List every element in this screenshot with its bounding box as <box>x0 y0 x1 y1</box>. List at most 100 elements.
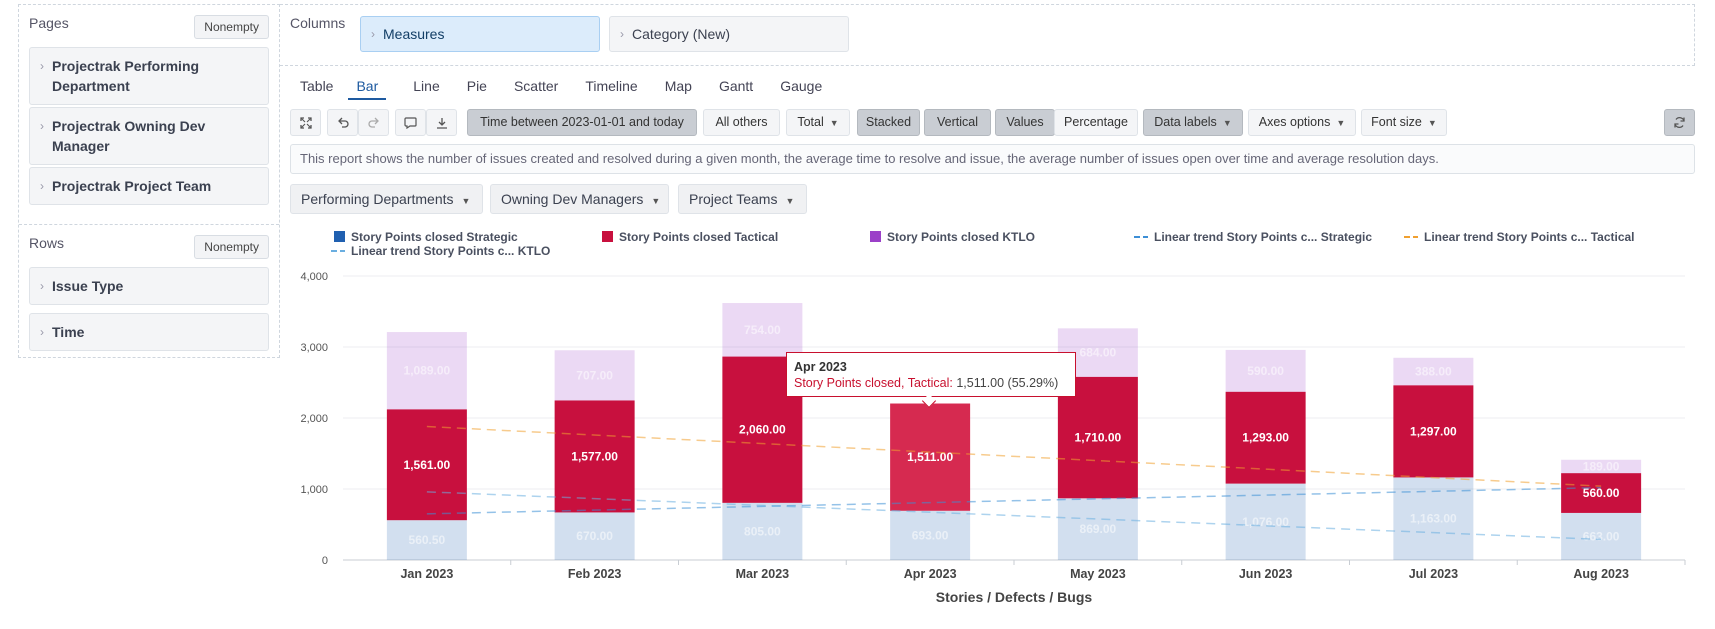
chevron-right-icon: › <box>40 119 44 133</box>
refresh-icon <box>1674 117 1685 129</box>
legend-label: Story Points closed KTLO <box>887 230 1036 244</box>
chevron-down-icon: ▼ <box>1222 118 1232 128</box>
legend-swatch <box>870 231 881 242</box>
dimension-label: Issue Type <box>52 278 124 294</box>
bar-segment <box>1393 385 1474 478</box>
pages-item-performing-department[interactable]: › Projectrak Performing Department <box>29 47 269 105</box>
tab-bar[interactable]: Bar <box>348 78 387 100</box>
section-divider <box>19 224 279 225</box>
pages-nonempty-button[interactable]: Nonempty <box>194 15 269 39</box>
columns-item-category[interactable]: › Category (New) <box>609 16 849 52</box>
tooltip-series: Story Points closed, Tactical: <box>794 376 953 390</box>
bar-segment <box>386 332 467 410</box>
chevron-down-icon: ▼ <box>461 196 471 206</box>
legend-item-tactical[interactable]: Story Points closed Tactical <box>602 230 778 244</box>
legend-item-trend-strategic[interactable]: Linear trend Story Points c... Strategic <box>1134 230 1372 244</box>
x-tick-label: Mar 2023 <box>736 567 790 581</box>
tab-map[interactable]: Map <box>664 78 692 94</box>
dimension-label: Measures <box>383 26 445 42</box>
tab-gantt[interactable]: Gantt <box>718 78 754 94</box>
comment-button[interactable] <box>395 109 426 136</box>
pages-item-owning-dev-manager[interactable]: › Projectrak Owning Dev Manager <box>29 107 269 165</box>
chevron-down-icon: ▼ <box>1336 118 1346 128</box>
data-label: 2,060.00 <box>739 423 786 437</box>
data-label: 1,293.00 <box>1242 431 1289 445</box>
data-labels-dropdown[interactable]: Data labels ▼ <box>1143 109 1243 136</box>
filter-label: Owning Dev Managers <box>501 191 644 207</box>
rows-nonempty-button[interactable]: Nonempty <box>194 235 269 259</box>
bar-segment <box>1057 376 1138 499</box>
trend-line <box>426 486 1602 515</box>
bar-segment <box>890 510 971 560</box>
undo-button[interactable] <box>327 109 358 136</box>
data-label: 1,511.00 <box>907 450 953 464</box>
time-filter-button[interactable]: Time between 2023-01-01 and today <box>467 109 697 136</box>
bar-segment <box>386 520 467 560</box>
bar-segment <box>386 409 467 521</box>
tab-scatter[interactable]: Scatter <box>513 78 559 94</box>
percentage-toggle[interactable]: Percentage <box>1054 109 1138 136</box>
rows-item-time[interactable]: › Time <box>29 313 269 351</box>
trend-line <box>426 491 1602 541</box>
data-label: 1,561.00 <box>404 458 451 472</box>
fullscreen-button[interactable] <box>290 109 321 136</box>
tooltip-value: 1,511.00 (55.29%) <box>956 376 1059 390</box>
chevron-down-icon: ▼ <box>651 196 661 206</box>
data-label: 1,710.00 <box>1075 431 1122 445</box>
x-tick-label: May 2023 <box>1070 567 1126 581</box>
rows-item-issue-type[interactable]: › Issue Type <box>29 267 269 305</box>
bar-segment <box>554 512 635 560</box>
x-tick-label: Feb 2023 <box>568 567 622 581</box>
legend-item-trend-tactical[interactable]: Linear trend Story Points c... Tactical <box>1404 230 1635 244</box>
data-labels-label: Data labels <box>1154 115 1217 129</box>
tab-line[interactable]: Line <box>413 78 440 94</box>
filter-performing-departments[interactable]: Performing Departments ▼ <box>290 184 483 214</box>
undo-icon <box>337 117 349 128</box>
all-others-button[interactable]: All others <box>703 109 780 136</box>
total-dropdown[interactable]: Total ▼ <box>786 109 850 136</box>
y-tick-label: 4,000 <box>300 271 328 283</box>
values-toggle[interactable]: Values <box>995 109 1055 136</box>
axes-options-dropdown[interactable]: Axes options ▼ <box>1248 109 1356 136</box>
filter-label: Performing Departments <box>301 191 454 207</box>
stacked-toggle[interactable]: Stacked <box>857 109 920 136</box>
tab-gauge[interactable]: Gauge <box>780 78 823 94</box>
refresh-button[interactable] <box>1664 109 1695 136</box>
data-label: 1,163.00 <box>1410 512 1457 526</box>
filter-owning-dev-managers[interactable]: Owning Dev Managers ▼ <box>490 184 669 214</box>
filter-project-teams[interactable]: Project Teams ▼ <box>678 184 807 214</box>
font-size-dropdown[interactable]: Font size ▼ <box>1361 109 1447 136</box>
expand-icon <box>299 117 312 129</box>
y-tick-label: 1,000 <box>300 484 328 496</box>
tab-timeline[interactable]: Timeline <box>585 78 638 94</box>
data-label: 1,297.00 <box>1410 424 1457 438</box>
data-label: 693.00 <box>912 528 949 542</box>
data-label: 1,577.00 <box>571 449 618 463</box>
export-button[interactable] <box>426 109 457 136</box>
data-label: 560.50 <box>409 533 446 547</box>
data-label: 805.00 <box>744 524 781 538</box>
data-label: 670.00 <box>576 529 613 543</box>
data-label: 684.00 <box>1080 346 1117 360</box>
legend-label: Linear trend Story Points c... Strategic <box>1154 230 1373 244</box>
legend-label: Linear trend Story Points c... Tactical <box>1424 230 1635 244</box>
pages-item-project-team[interactable]: › Projectrak Project Team <box>29 167 269 205</box>
font-size-label: Font size <box>1371 115 1422 129</box>
legend-swatch <box>602 231 613 242</box>
tab-pie[interactable]: Pie <box>466 78 487 94</box>
x-axis-title: Stories / Defects / Bugs <box>936 589 1093 605</box>
legend-dash-swatch <box>1134 236 1148 238</box>
legend-swatch <box>334 231 345 242</box>
tab-table[interactable]: Table <box>300 78 334 94</box>
bar-segment <box>1225 349 1306 392</box>
dimension-label: Projectrak Project Team <box>52 178 212 194</box>
legend-item-ktlo[interactable]: Story Points closed KTLO <box>870 230 1035 244</box>
bar-segment <box>1393 357 1474 386</box>
legend-item-trend-ktlo[interactable]: Linear trend Story Points c... KTLO <box>331 244 550 258</box>
dimension-label: Projectrak Performing Department <box>52 58 200 94</box>
vertical-toggle[interactable]: Vertical <box>924 109 991 136</box>
columns-item-measures[interactable]: › Measures <box>360 16 600 52</box>
legend-item-strategic[interactable]: Story Points closed Strategic <box>334 230 518 244</box>
redo-button[interactable] <box>358 109 389 136</box>
